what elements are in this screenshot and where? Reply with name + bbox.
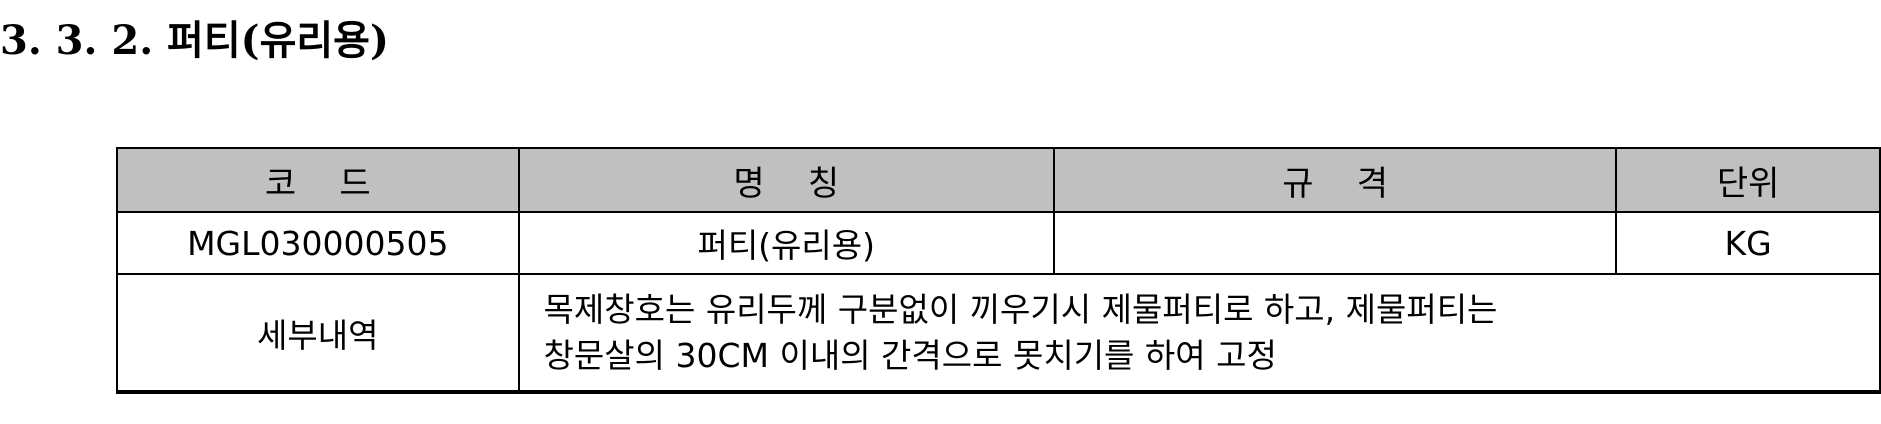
- cell-unit: KG: [1615, 211, 1881, 275]
- detail-line-1: 목제창호는 유리두께 구분없이 끼우기시 제물퍼티로 하고, 제물퍼티는: [543, 289, 1498, 329]
- header-code: 코 드: [116, 147, 520, 213]
- table-row: MGL030000505 퍼티(유리용) KG: [116, 211, 1881, 275]
- header-name: 명 칭: [517, 147, 1055, 213]
- cell-spec: [1052, 211, 1618, 275]
- table-header-row: 코 드 명 칭 규 격 단위: [116, 147, 1881, 213]
- header-unit: 단위: [1615, 147, 1881, 213]
- cell-name: 퍼티(유리용): [517, 211, 1055, 275]
- detail-line-2: 창문살의 30CM 이내의 간격으로 못치기를 하여 고정: [543, 335, 1277, 375]
- spec-table: 코 드 명 칭 규 격 단위 MGL030000505 퍼티(유리용) KG 세…: [116, 147, 1881, 394]
- header-spec: 규 격: [1052, 147, 1618, 213]
- section-heading: 3. 3. 2. 퍼티(유리용): [0, 17, 389, 64]
- detail-row: 세부내역 목제창호는 유리두께 구분없이 끼우기시 제물퍼티로 하고, 제물퍼티…: [116, 273, 1881, 394]
- detail-label: 세부내역: [116, 273, 520, 394]
- detail-description: 목제창호는 유리두께 구분없이 끼우기시 제물퍼티로 하고, 제물퍼티는 창문살…: [517, 273, 1881, 394]
- cell-code: MGL030000505: [116, 211, 520, 275]
